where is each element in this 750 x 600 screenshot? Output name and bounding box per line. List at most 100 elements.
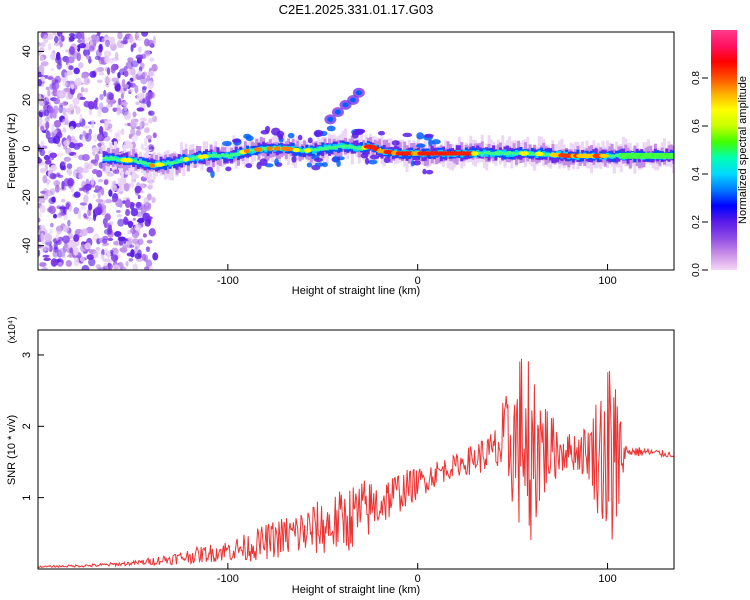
spectrogram-ridge-cell <box>314 130 324 137</box>
spectrogram-heatmap <box>35 28 676 273</box>
spectrogram-noise-blob <box>116 188 123 195</box>
spectrogram-ridge-cell <box>243 134 251 139</box>
spectrogram-noise-blob <box>139 122 142 131</box>
spectrogram-noise-blob <box>121 93 124 99</box>
spectrogram-noise-blob <box>88 258 95 267</box>
colorbar-gradient <box>711 30 737 270</box>
spectrogram-ridge-cell <box>368 160 378 165</box>
spectrogram-noise-blob <box>78 211 81 219</box>
spectrogram-peak-cell <box>599 154 609 158</box>
spectrogram-noise-blob <box>99 72 105 76</box>
spectrogram-noise-blob <box>48 76 54 80</box>
spectrogram-noise-blob <box>91 177 94 186</box>
spectrogram-noise-blob <box>145 216 153 220</box>
spectrogram-noise-blob <box>151 197 155 204</box>
spectrogram-noise-blob <box>128 258 133 262</box>
spectrogram-noise-blob <box>71 84 74 89</box>
spectrogram-noise-blob <box>58 60 62 66</box>
spectrogram-noise-blob <box>84 162 89 168</box>
spectrogram-ridge-cell <box>424 134 434 138</box>
spectrogram-noise-blob <box>142 254 146 261</box>
spectrogram-x-label: Height of straight line (km) <box>292 285 420 297</box>
spectrogram-noise-blob <box>138 195 141 200</box>
spectrogram-noise-blob <box>44 245 50 252</box>
spectrogram-noise-blob <box>105 213 111 220</box>
spectrogram-noise-blob <box>129 134 132 139</box>
spectrogram-ridge-cell <box>378 131 385 136</box>
spectrogram-noise-blob <box>80 206 86 210</box>
spectrogram-noise-blob <box>63 107 67 115</box>
spectrogram-noise-blob <box>133 263 138 272</box>
spectrogram-y-tick-label: 20 <box>21 94 33 106</box>
spectrogram-noise-blob <box>49 206 56 214</box>
spectrogram-noise-blob <box>78 62 84 68</box>
spectrogram-noise-blob <box>43 255 50 258</box>
spectrogram-noise-blob <box>61 161 66 166</box>
spectrogram-noise-blob <box>117 214 122 217</box>
spectrogram-noise-blob <box>45 190 53 197</box>
spectrogram-noise-blob <box>147 80 154 89</box>
spectrogram-x-tick-label: 100 <box>598 275 616 287</box>
spectrogram-noise-blob <box>40 141 44 146</box>
spectrogram-noise-blob <box>63 225 70 232</box>
spectrogram-noise-blob <box>48 43 52 51</box>
spectrogram-noise-blob <box>128 221 133 229</box>
spectrogram-noise-blob <box>142 72 147 77</box>
spectrogram-noise-blob <box>133 73 137 82</box>
spectrogram-noise-blob <box>41 67 44 76</box>
spectrogram-noise-blob <box>136 130 141 136</box>
spectrogram-noise-blob <box>132 111 136 117</box>
spectrogram-noise-blob <box>82 125 90 128</box>
spectrogram-noise-blob <box>89 45 94 52</box>
spectrogram-noise-blob <box>55 79 58 82</box>
spectrogram-noise-blob <box>46 131 51 140</box>
spectrogram-noise-blob <box>43 258 50 261</box>
spectrogram-noise-blob <box>52 251 58 258</box>
spectrogram-noise-blob <box>140 190 143 193</box>
spectrogram-ridge-cell <box>225 167 231 172</box>
spectrogram-noise-blob <box>111 64 117 71</box>
spectrogram-noise-blob <box>123 216 128 225</box>
spectrogram-noise-blob <box>49 229 53 234</box>
spectrogram-noise-blob <box>81 74 87 79</box>
spectrogram-noise-blob <box>104 179 109 185</box>
spectrogram-noise-blob <box>149 181 153 189</box>
spectrogram-noise-blob <box>124 111 131 119</box>
spectrogram-noise-blob <box>104 222 107 227</box>
spectrogram-noise-blob <box>129 245 134 248</box>
spectrogram-noise-blob <box>82 130 86 136</box>
spectrogram-peak-cell <box>535 152 543 156</box>
spectrogram-noise-blob <box>67 56 75 63</box>
spectrogram-noise-blob <box>105 55 109 64</box>
spectrogram-noise-blob <box>53 135 60 144</box>
spectrogram-noise-blob <box>119 200 123 208</box>
spectrogram-ridge-cell <box>315 162 324 166</box>
spectrogram-noise-blob <box>105 77 111 84</box>
spectrogram-noise-blob <box>132 38 135 43</box>
spectrogram-ridge-cell <box>332 156 337 162</box>
spectrogram-noise-blob <box>40 56 44 61</box>
spectrogram-noise-blob <box>68 65 73 70</box>
spectrogram-noise-blob <box>55 185 60 193</box>
spectrogram-noise-blob <box>73 234 79 242</box>
spectrogram-noise-blob <box>130 120 138 126</box>
spectrogram-noise-blob <box>112 57 119 61</box>
spectrogram-noise-blob <box>62 235 70 243</box>
snr-y-ticks: 123 <box>21 352 44 501</box>
spectrogram-noise-blob <box>84 88 89 93</box>
spectrogram-noise-blob <box>66 260 72 267</box>
spectrogram-noise-blob <box>54 242 58 250</box>
spectrogram-noise-blob <box>107 67 110 75</box>
spectrogram-noise-blob <box>57 30 63 37</box>
spectrogram-noise-blob <box>127 89 134 92</box>
spectrogram-ridge-cell <box>336 160 341 167</box>
spectrogram-noise-blob <box>68 170 72 176</box>
spectrogram-ridge-cell <box>384 157 391 163</box>
snr-y-label: SNR (10 * v/v) <box>6 415 18 485</box>
spectrogram-noise-blob <box>121 128 125 134</box>
spectrogram-noise-blob <box>103 200 107 204</box>
spectrogram-ridge-cell <box>210 170 215 177</box>
spectrogram-noise-blob <box>62 252 66 259</box>
spectrogram-noise-blob <box>151 64 157 72</box>
spectrogram-noise-blob <box>147 220 151 224</box>
